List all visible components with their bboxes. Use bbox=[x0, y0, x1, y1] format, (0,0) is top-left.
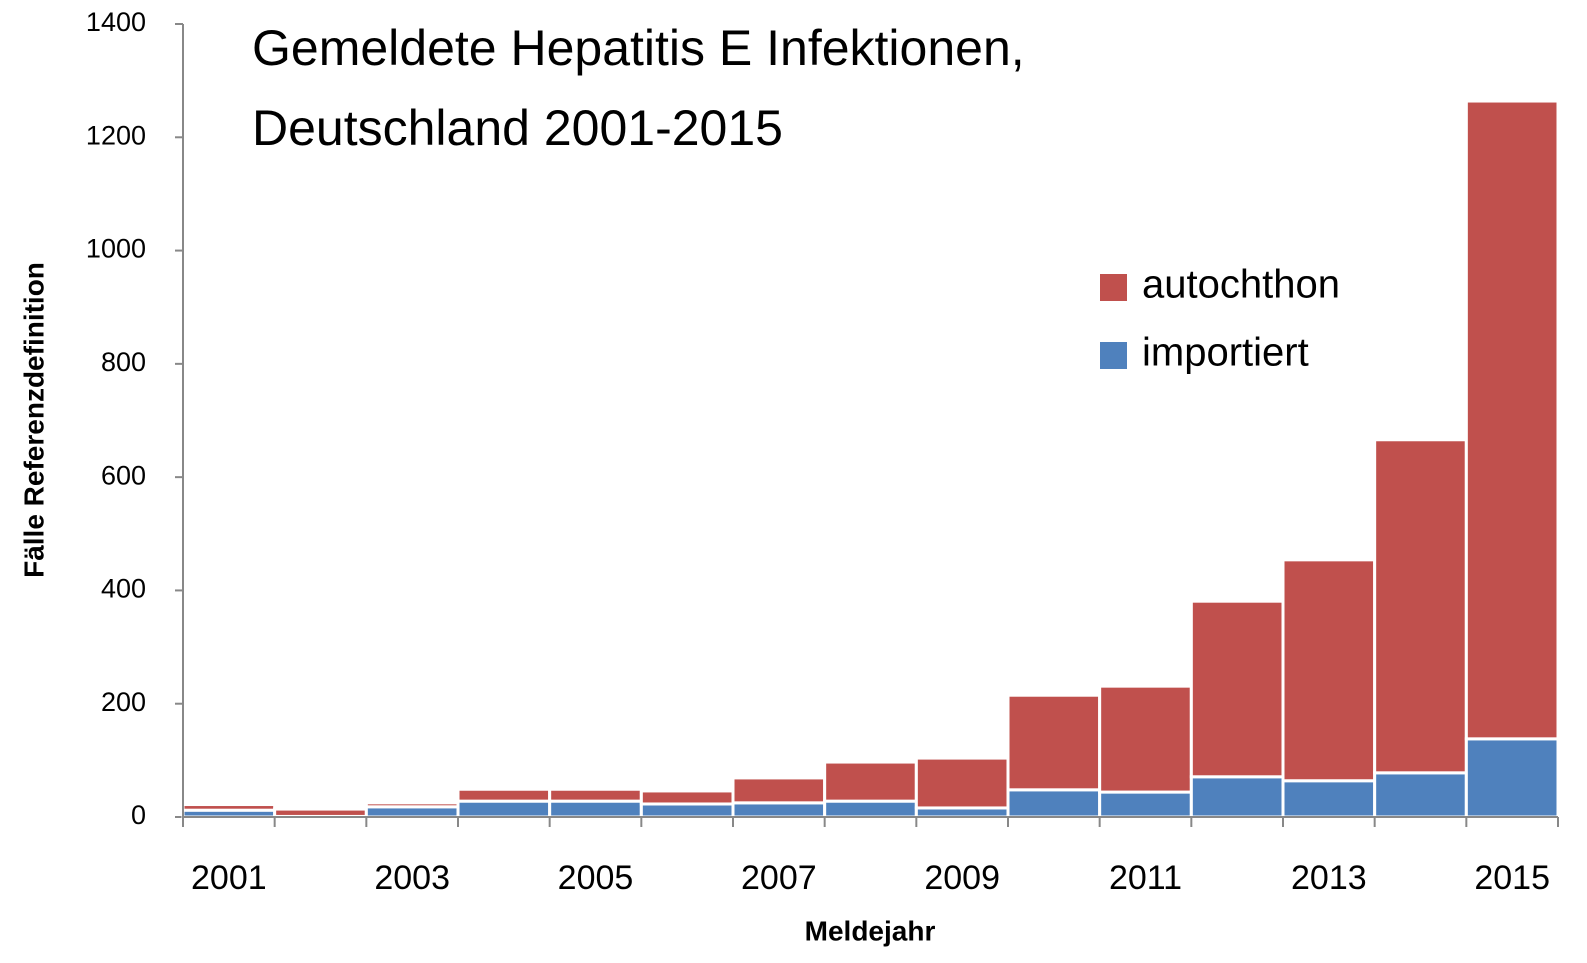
bar-segment bbox=[1281, 558, 1377, 783]
bar-segment bbox=[456, 787, 552, 803]
bar-segment bbox=[1098, 684, 1193, 794]
y-tick-label: 800 bbox=[101, 347, 146, 377]
bar-segment bbox=[639, 802, 735, 819]
bar-segment bbox=[1464, 99, 1560, 741]
bar-segment bbox=[731, 776, 827, 805]
y-tick-label: 600 bbox=[101, 460, 146, 490]
bar-segment bbox=[1006, 788, 1102, 819]
x-tick-label: 2013 bbox=[1291, 859, 1367, 897]
bar-segment bbox=[1189, 775, 1285, 819]
x-tick-label: 2009 bbox=[924, 859, 1000, 897]
x-tick-label: 2003 bbox=[374, 859, 450, 897]
bar-segment bbox=[639, 789, 735, 806]
x-tick-label: 2011 bbox=[1109, 859, 1182, 897]
chart-title: Gemeldete Hepatitis E Infektionen, bbox=[252, 20, 1025, 76]
x-tick-label: 2007 bbox=[741, 859, 817, 897]
x-tick-label: 2005 bbox=[558, 859, 634, 897]
x-tick-label: 2001 bbox=[191, 859, 267, 897]
x-axis-label: Meldejahr bbox=[805, 915, 936, 946]
bar-segment bbox=[364, 805, 460, 819]
bar-segment bbox=[548, 787, 643, 803]
y-tick-label: 0 bbox=[131, 800, 146, 830]
bar-segment bbox=[1281, 779, 1377, 819]
bar-segment bbox=[273, 807, 368, 818]
y-tick-label: 1000 bbox=[86, 234, 146, 264]
bar-segment bbox=[731, 801, 827, 819]
bar-segment bbox=[914, 756, 1010, 810]
y-tick-label: 1400 bbox=[86, 7, 146, 37]
bar-segment bbox=[1189, 599, 1285, 779]
bar-segment bbox=[1373, 771, 1468, 819]
x-tick-label: 2015 bbox=[1474, 859, 1550, 897]
bar-segment bbox=[548, 799, 643, 819]
y-tick-label: 400 bbox=[101, 574, 146, 604]
bar-segment bbox=[823, 760, 918, 803]
y-tick-label: 1200 bbox=[86, 120, 146, 150]
bar-segment bbox=[181, 803, 277, 812]
y-axis-label: Fälle Referenzdefinition bbox=[18, 262, 49, 578]
bar-segment bbox=[823, 799, 918, 819]
bar-segment bbox=[1098, 790, 1193, 819]
bar-segment bbox=[1464, 737, 1560, 819]
legend-swatch bbox=[1100, 274, 1127, 301]
legend-label: autochthon bbox=[1142, 263, 1340, 307]
legend-swatch bbox=[1100, 342, 1127, 369]
bar-segment bbox=[364, 801, 460, 809]
chart-title: Deutschland 2001-2015 bbox=[252, 100, 783, 156]
bar-segment bbox=[1006, 693, 1102, 792]
y-tick-label: 200 bbox=[101, 687, 146, 717]
bar-segment bbox=[456, 799, 552, 819]
legend-label: importiert bbox=[1142, 331, 1309, 375]
bar-segment bbox=[1373, 438, 1468, 775]
